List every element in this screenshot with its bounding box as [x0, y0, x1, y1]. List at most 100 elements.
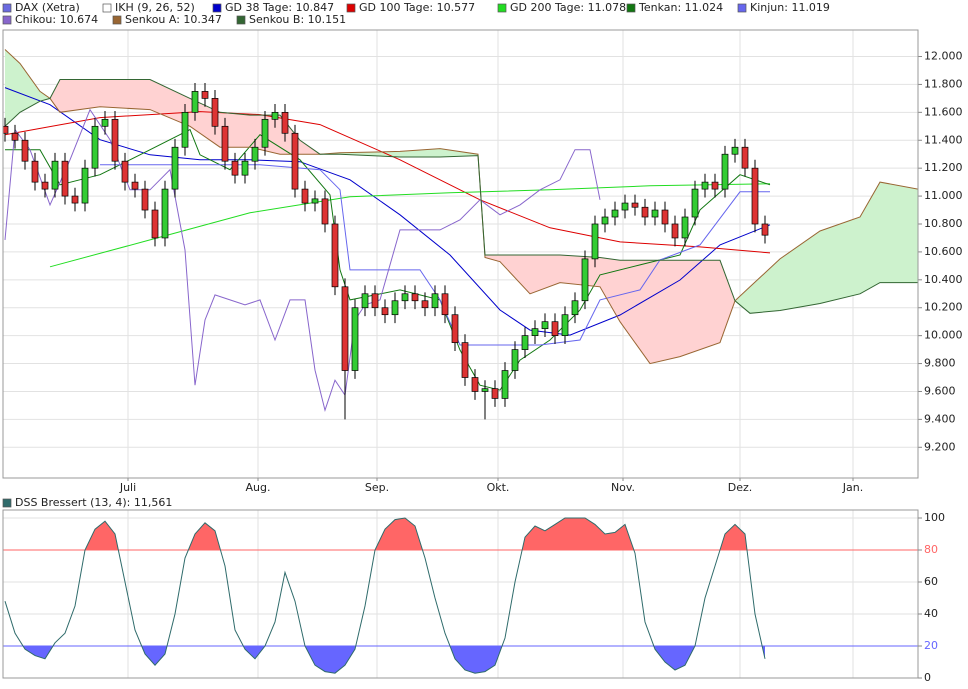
candle-body [731, 146, 739, 155]
candle-body [491, 388, 499, 399]
candle-body [71, 195, 79, 204]
x-tick-label: Sep. [365, 481, 389, 494]
y-tick-label: 12.000 [924, 50, 963, 63]
candle-body [291, 132, 299, 190]
candle-body [51, 160, 59, 190]
candle-body [191, 91, 199, 113]
candle-body [411, 293, 419, 302]
candle-body [751, 167, 759, 225]
candle-body [601, 216, 609, 225]
cloud [530, 254, 560, 294]
cloud [5, 49, 20, 127]
candle-body [261, 118, 269, 148]
legend-label: IKH (9, 26, 52) [115, 1, 195, 14]
cloud [100, 79, 150, 110]
legend-label: DAX (Xetra) [15, 1, 80, 14]
y-tick-label: 9.600 [924, 384, 956, 397]
cloud [50, 79, 60, 113]
y-tick-label: 9.800 [924, 357, 956, 370]
candle-body [91, 125, 99, 169]
cloud [560, 254, 600, 287]
candle-body [521, 335, 529, 350]
candle-body [311, 198, 319, 204]
candle-body [681, 216, 689, 239]
legend-swatch [112, 15, 122, 25]
legend-label: GD 100 Tage: 10.577 [359, 1, 475, 14]
legend-label: DSS Bressert (13, 4): 11,561 [15, 496, 172, 509]
legend-label: Chikou: 10.674 [15, 13, 98, 26]
y-tick-label: 40 [924, 607, 938, 620]
legend-swatch [2, 3, 12, 13]
cloud [860, 182, 880, 294]
legend-swatch [626, 3, 636, 13]
y-tick-label: 11.600 [924, 105, 963, 118]
x-tick-label: Okt. [487, 481, 510, 494]
candle-body [31, 160, 39, 183]
band-fill [5, 646, 765, 674]
x-tick-label: Nov. [611, 481, 635, 494]
y-tick-label: 9.200 [924, 440, 956, 453]
candle-body [721, 153, 729, 190]
candle-body [331, 223, 339, 288]
candle-body [121, 160, 129, 183]
line [4, 517, 766, 674]
candle-body [61, 160, 69, 197]
candle-body [3, 125, 9, 134]
candle-body [131, 181, 139, 190]
candle-body [271, 111, 279, 120]
candle-body [401, 293, 409, 302]
candle-body [531, 328, 539, 336]
candle-body [661, 209, 669, 225]
line [100, 164, 770, 346]
candle-body [631, 202, 639, 208]
legend-swatch [737, 3, 747, 13]
dss-area [3, 510, 918, 678]
candle-body [621, 202, 629, 211]
x-tick-label: Dez. [728, 481, 753, 494]
y-tick-label: 9.400 [924, 412, 956, 425]
candle-body [481, 388, 489, 392]
candle-body [21, 139, 29, 162]
y-tick-label: 11.400 [924, 133, 963, 146]
candle-body [511, 349, 519, 371]
candle-body [421, 300, 429, 309]
candle-body [211, 98, 219, 127]
plot-frame [2, 509, 919, 679]
candle-body [251, 146, 259, 162]
plot-area [3, 30, 918, 478]
plot-frame [2, 29, 919, 479]
y-tick-label: 10.000 [924, 329, 963, 342]
candle-body [641, 206, 649, 218]
legend-swatch [236, 15, 246, 25]
y-tick-label: 20 [924, 639, 938, 652]
y-tick-label: 11.000 [924, 189, 963, 202]
line [4, 49, 918, 365]
candle-body [431, 293, 439, 309]
y-tick-label: 10.600 [924, 245, 963, 258]
y-tick-label: 100 [924, 511, 945, 524]
y-tick-label: 80 [924, 543, 938, 556]
candle-body [701, 181, 709, 190]
line [5, 128, 771, 391]
cloud [720, 260, 735, 343]
legend-swatch [346, 3, 356, 13]
candle-body [651, 209, 659, 218]
cloud [20, 63, 40, 113]
legend-label: Tenkan: 11.024 [638, 1, 723, 14]
candle-body [351, 307, 359, 371]
candle-body [201, 91, 209, 99]
candle-body [221, 125, 229, 162]
cloud [60, 79, 100, 113]
candle-body [161, 188, 169, 239]
candle-body [571, 300, 579, 316]
legend-label: Senkou A: 10.347 [125, 13, 222, 26]
cloud [735, 286, 750, 314]
candle-body [501, 370, 509, 399]
cloud [650, 260, 680, 364]
legend-label: Kinjun: 11.019 [750, 1, 830, 14]
legend-label: GD 200 Tage: 11.078 [510, 1, 626, 14]
candle-body [241, 160, 249, 176]
y-tick-label: 11.800 [924, 77, 963, 90]
candle-body [441, 293, 449, 316]
candle-body [101, 118, 109, 127]
